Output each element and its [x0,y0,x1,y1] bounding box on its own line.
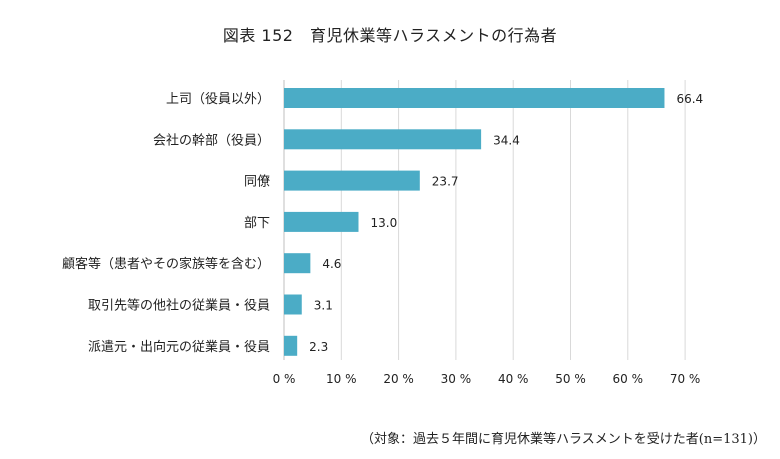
x-tick-label: 0 % [273,372,296,386]
category-label: 部下 [244,216,270,231]
bar [284,129,482,150]
bar [284,253,311,274]
category-label: 会社の幹部（役員） [153,132,270,148]
x-tick-label: 30 % [441,372,472,386]
bars [284,88,665,356]
x-tick-label: 70 % [670,372,701,386]
bar [284,294,302,315]
sample-note: （対象：過去５年間に育児休業等ハラスメントを受けた者(n=131)） [361,432,766,447]
value-label: 13.0 [370,216,397,230]
value-label: 2.3 [309,340,328,354]
category-label: 取引先等の他社の従業員・役員 [88,298,270,314]
bar [284,88,665,108]
value-label: 34.4 [493,133,520,147]
x-tick-label: 50 % [555,372,586,386]
bar [284,335,298,356]
x-tick-label: 40 % [498,372,529,386]
category-label: 派遣元・出向元の従業員・役員 [88,339,270,355]
category-label: 上司（役員以外） [166,92,270,107]
value-labels: 66.4 34.4 23.7 13.0 4.6 3.1 2.3 [309,92,703,354]
x-tick-label: 20 % [383,372,414,386]
chart-title: 図表 152 育児休業等ハラスメントの行為者 [222,26,558,45]
bar [284,211,359,232]
category-label: 同僚 [244,175,270,190]
x-tick-label: 10 % [326,372,357,386]
x-tick-label: 60 % [613,372,644,386]
value-label: 3.1 [314,299,333,313]
bar [284,170,420,191]
value-label: 23.7 [432,175,459,189]
x-axis-ticks: 0 % 10 % 20 % 30 % 40 % 50 % 60 % 70 % [273,372,701,386]
value-label: 66.4 [676,92,703,106]
category-label: 顧客等（患者やその家族等を含む） [62,256,270,272]
value-label: 4.6 [322,257,341,271]
